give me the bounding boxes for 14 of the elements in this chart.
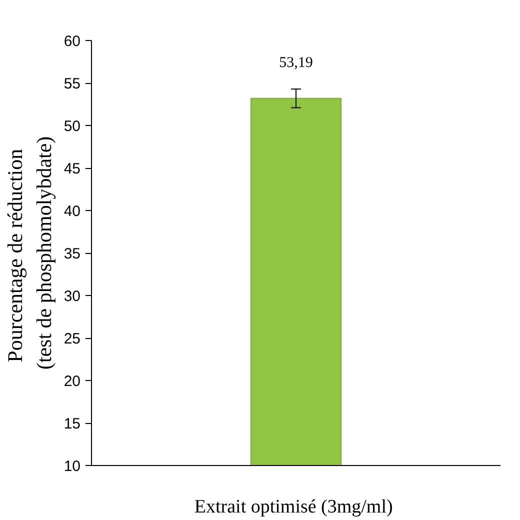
x-tick-label: Extrait optimisé (3mg/ml) [194, 496, 393, 518]
y-tick-label: 35 [64, 246, 81, 262]
data-label: 53,19 [279, 55, 313, 72]
y-tick-label: 10 [64, 458, 81, 475]
y-tick-label: 55 [64, 76, 81, 92]
y-tick-label: 30 [64, 288, 81, 305]
y-tick-label: 25 [64, 330, 81, 348]
y-tick-label: 60 [64, 33, 81, 50]
y-axis-title: Pourcentage de réduction (test de phosphomolybdate) [3, 136, 56, 370]
y-tick-label: 50 [64, 118, 81, 135]
y-tick-label: 40 [64, 203, 81, 220]
y-tick-label: 15 [64, 416, 81, 432]
y-tick-label: 45 [64, 160, 81, 178]
y-tick-label: 20 [64, 373, 81, 390]
